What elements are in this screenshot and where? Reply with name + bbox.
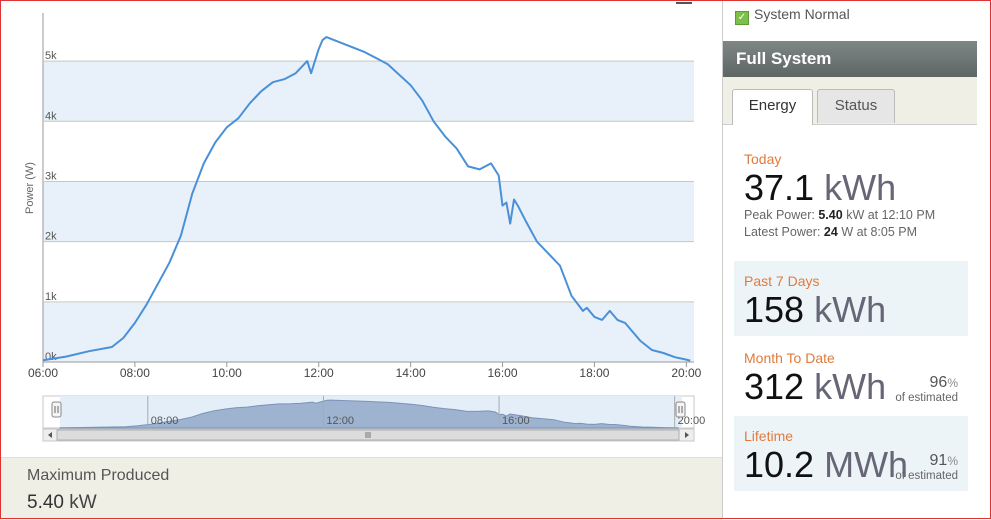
tab-energy[interactable]: Energy [732,89,813,125]
scroll-right-arrow[interactable] [685,432,689,438]
navigator-left-handle[interactable] [51,401,62,418]
navigator-tick-label: 12:00 [326,415,354,427]
x-tick-label: 20:00 [671,366,701,380]
chart-menu-icon[interactable] [676,2,692,10]
plot-band [43,181,694,242]
y-tick-label: 0k [45,351,57,363]
scrollbar-grip-icon [365,432,371,438]
navigator-tick-label: 08:00 [151,415,179,427]
month-block: Month To Date 312 kWh 96% of estimated [734,338,968,413]
range-navigator[interactable]: 08:00 12:00 16:00 20:00 [42,395,706,442]
month-value: 312 kWh [744,366,887,407]
week-value: 158 kWh [744,289,887,330]
page-scrollbar[interactable] [978,0,990,519]
week-title: Past 7 Days [744,273,820,289]
plot-band [43,61,694,122]
plot-band [43,301,694,362]
navigator-tick-label: 20:00 [678,415,706,427]
peak-power: Peak Power: 5.40 kW at 12:10 PM [744,208,936,222]
navigator-right-handle[interactable] [675,401,686,418]
latest-power: Latest Power: 24 W at 8:05 PM [744,225,918,239]
max-produced-panel: Maximum Produced 5.40 kW [0,457,722,520]
scroll-left-arrow[interactable] [48,432,52,438]
status-check-icon: ✓ [735,11,749,25]
x-tick-label: 12:00 [304,366,334,380]
navigator-tick-label: 16:00 [502,415,530,427]
power-series-line [42,36,691,362]
today-value: 37.1 kWh [744,167,897,208]
y-tick-label: 3k [45,170,57,182]
navigator-area [59,399,679,429]
x-tick-label: 14:00 [396,366,426,380]
today-block: Today 37.1 kWh Peak Power: 5.40 kW at 12… [734,139,968,259]
today-title: Today [744,151,782,167]
month-pct: 96% of estimated [895,374,958,404]
y-tick-label: 2k [45,231,57,243]
y-tick-label: 5k [45,50,57,62]
max-produced-value: 5.40 kW [27,492,97,513]
y-tick-label: 4k [45,110,57,122]
tab-bar: Energy Status [723,77,977,125]
x-tick-label: 16:00 [488,366,518,380]
lifetime-value: 10.2 MWh [744,444,909,485]
lifetime-title: Lifetime [744,428,794,444]
lifetime-block: Lifetime 10.2 MWh 91% of estimated [734,416,968,491]
week-block: Past 7 Days 158 kWh [734,261,968,336]
x-tick-label: 08:00 [120,366,150,380]
max-produced-label: Maximum Produced [27,467,170,484]
system-status: ✓ System Normal [735,6,850,25]
tab-status[interactable]: Status [817,89,895,123]
power-chart[interactable]: 0k 1k 2k 3k 4k 5k 06:00 08:00 10:00 12:00 14:00 16… [0,0,722,457]
x-tick-label: 10:00 [212,366,242,380]
panel-title: Full System [723,41,977,77]
x-tick-label: 18:00 [579,366,609,380]
y-axis-title: Power (W) [24,162,36,214]
y-tick-label: 1k [45,291,57,303]
lifetime-pct: 91% of estimated [895,452,958,482]
month-title: Month To Date [744,350,835,366]
x-tick-label: 06:00 [28,366,58,380]
system-summary-panel: ✓ System Normal Full System Energy Status… [722,0,979,519]
